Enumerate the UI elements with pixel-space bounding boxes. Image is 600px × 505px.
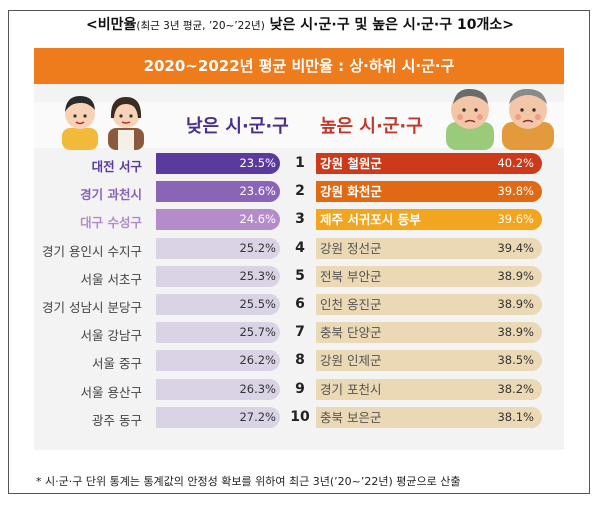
low-bar: 26.2% (156, 350, 280, 372)
chart-title-banner: 2020~2022년 평균 비만율 : 상·하위 시·군·구 (34, 48, 564, 84)
low-region-name: 대전 서구 (91, 159, 142, 174)
rank-number: 4 (295, 239, 305, 256)
low-bar: 25.7% (156, 322, 280, 344)
rank-number: 6 (295, 296, 305, 312)
high-region-name: 강원 화천군 (320, 184, 382, 200)
low-region-name: 서울 서초구 (80, 271, 142, 287)
rank-number: 2 (295, 183, 305, 200)
high-bar-value-label: 38.9% (497, 268, 534, 283)
low-bar-value-label: 25.3% (239, 268, 276, 283)
high-bar-value-label: 38.1% (497, 409, 534, 424)
low-column-heading: 낮은 시·군·구 (186, 116, 289, 137)
high-bar: 인천 옹진군 38.9% (316, 294, 542, 315)
high-bar-value-label: 39.8% (497, 184, 534, 199)
low-bar: 26.3% (156, 378, 280, 400)
low-bar-value-label: 26.2% (239, 353, 276, 368)
high-region-name: 충북 단양군 (320, 325, 382, 341)
high-region-name: 경기 포천시 (320, 381, 382, 397)
high-region-name: 전북 부안군 (320, 268, 382, 284)
high-region-name: 충북 보은군 (320, 409, 382, 425)
high-column-heading: 높은 시·군·구 (320, 116, 423, 137)
thin-people-illustration (62, 96, 144, 150)
high-bar: 강원 정선군 39.4% (316, 237, 542, 259)
high-bar-value-label: 39.6% (497, 212, 534, 227)
low-bar: 25.5% (156, 294, 280, 315)
rank-number: 1 (295, 155, 305, 171)
rank-number: 7 (295, 324, 305, 341)
high-bar: 충북 단양군 38.9% (316, 322, 542, 344)
high-bar-value-label: 38.2% (497, 381, 534, 396)
low-bar: 25.3% (156, 265, 280, 287)
high-region-name: 제주 서귀포시 동부 (320, 212, 421, 228)
high-bar: 강원 인제군 38.5% (316, 350, 542, 372)
rank-number: 10 (290, 408, 310, 425)
low-bar: 27.2% (156, 406, 280, 428)
high-bar: 충북 보은군 38.1% (316, 406, 542, 428)
figure-title: <비만율(최근 3년 평균, ’20~’22년) 낮은 시·군·구 및 높은 시… (86, 17, 514, 33)
high-bar: 전북 부안군 38.9% (316, 265, 542, 287)
high-bar-value-label: 40.2% (497, 156, 534, 170)
figure-frame (8, 10, 590, 494)
heavy-people-illustration (446, 88, 554, 150)
high-region-name: 인천 옹진군 (320, 297, 382, 312)
high-bar-value-label: 38.9% (497, 297, 534, 311)
rank-number: 3 (295, 211, 305, 228)
low-region-name: 서울 용산구 (80, 384, 142, 400)
high-bar-value-label: 38.5% (497, 353, 534, 368)
low-region-name: 대구 수성구 (80, 215, 142, 231)
low-region-name: 경기 용인시 수지구 (42, 243, 142, 259)
low-region-name: 서울 강남구 (80, 328, 142, 344)
rank-number: 9 (295, 380, 305, 397)
low-bar-value-label: 25.2% (239, 240, 276, 255)
low-bar-value-label: 27.2% (239, 409, 276, 424)
high-bar: 강원 화천군 39.8% (316, 181, 542, 203)
low-bar-value-label: 25.5% (239, 297, 276, 311)
high-bar-value-label: 39.4% (497, 240, 534, 255)
rank-number: 5 (295, 267, 305, 284)
low-bar-value-label: 25.7% (239, 325, 276, 340)
high-bar: 경기 포천시 38.2% (316, 378, 542, 400)
low-bar-value-label: 26.3% (239, 381, 276, 396)
low-region-name: 경기 과천시 (80, 187, 142, 203)
low-region-name: 광주 동구 (92, 412, 142, 428)
low-bar: 23.6% (156, 181, 280, 203)
low-bar: 25.2% (156, 237, 280, 259)
high-region-name: 강원 철원군 (320, 156, 382, 171)
rank-number: 8 (295, 352, 305, 369)
high-region-name: 강원 인제군 (320, 353, 382, 369)
low-bar-value-label: 24.6% (239, 212, 276, 227)
high-region-name: 강원 정선군 (320, 240, 382, 256)
low-region-name: 경기 성남시 분당구 (42, 300, 142, 315)
footnote: * 시·군·구 단위 통계는 통계값의 안정성 확보를 위하여 최근 3년(’2… (36, 475, 461, 488)
low-bar-value-label: 23.5% (239, 156, 276, 170)
high-bar: 제주 서귀포시 동부 39.6% (316, 209, 542, 231)
low-region-name: 서울 중구 (92, 356, 142, 372)
low-bar: 24.6% (156, 209, 280, 231)
low-bar: 23.5% (156, 153, 280, 174)
high-bar: 강원 철원군 40.2% (316, 153, 542, 174)
high-bar-value-label: 38.9% (497, 325, 534, 340)
low-bar-value-label: 23.6% (239, 184, 276, 199)
